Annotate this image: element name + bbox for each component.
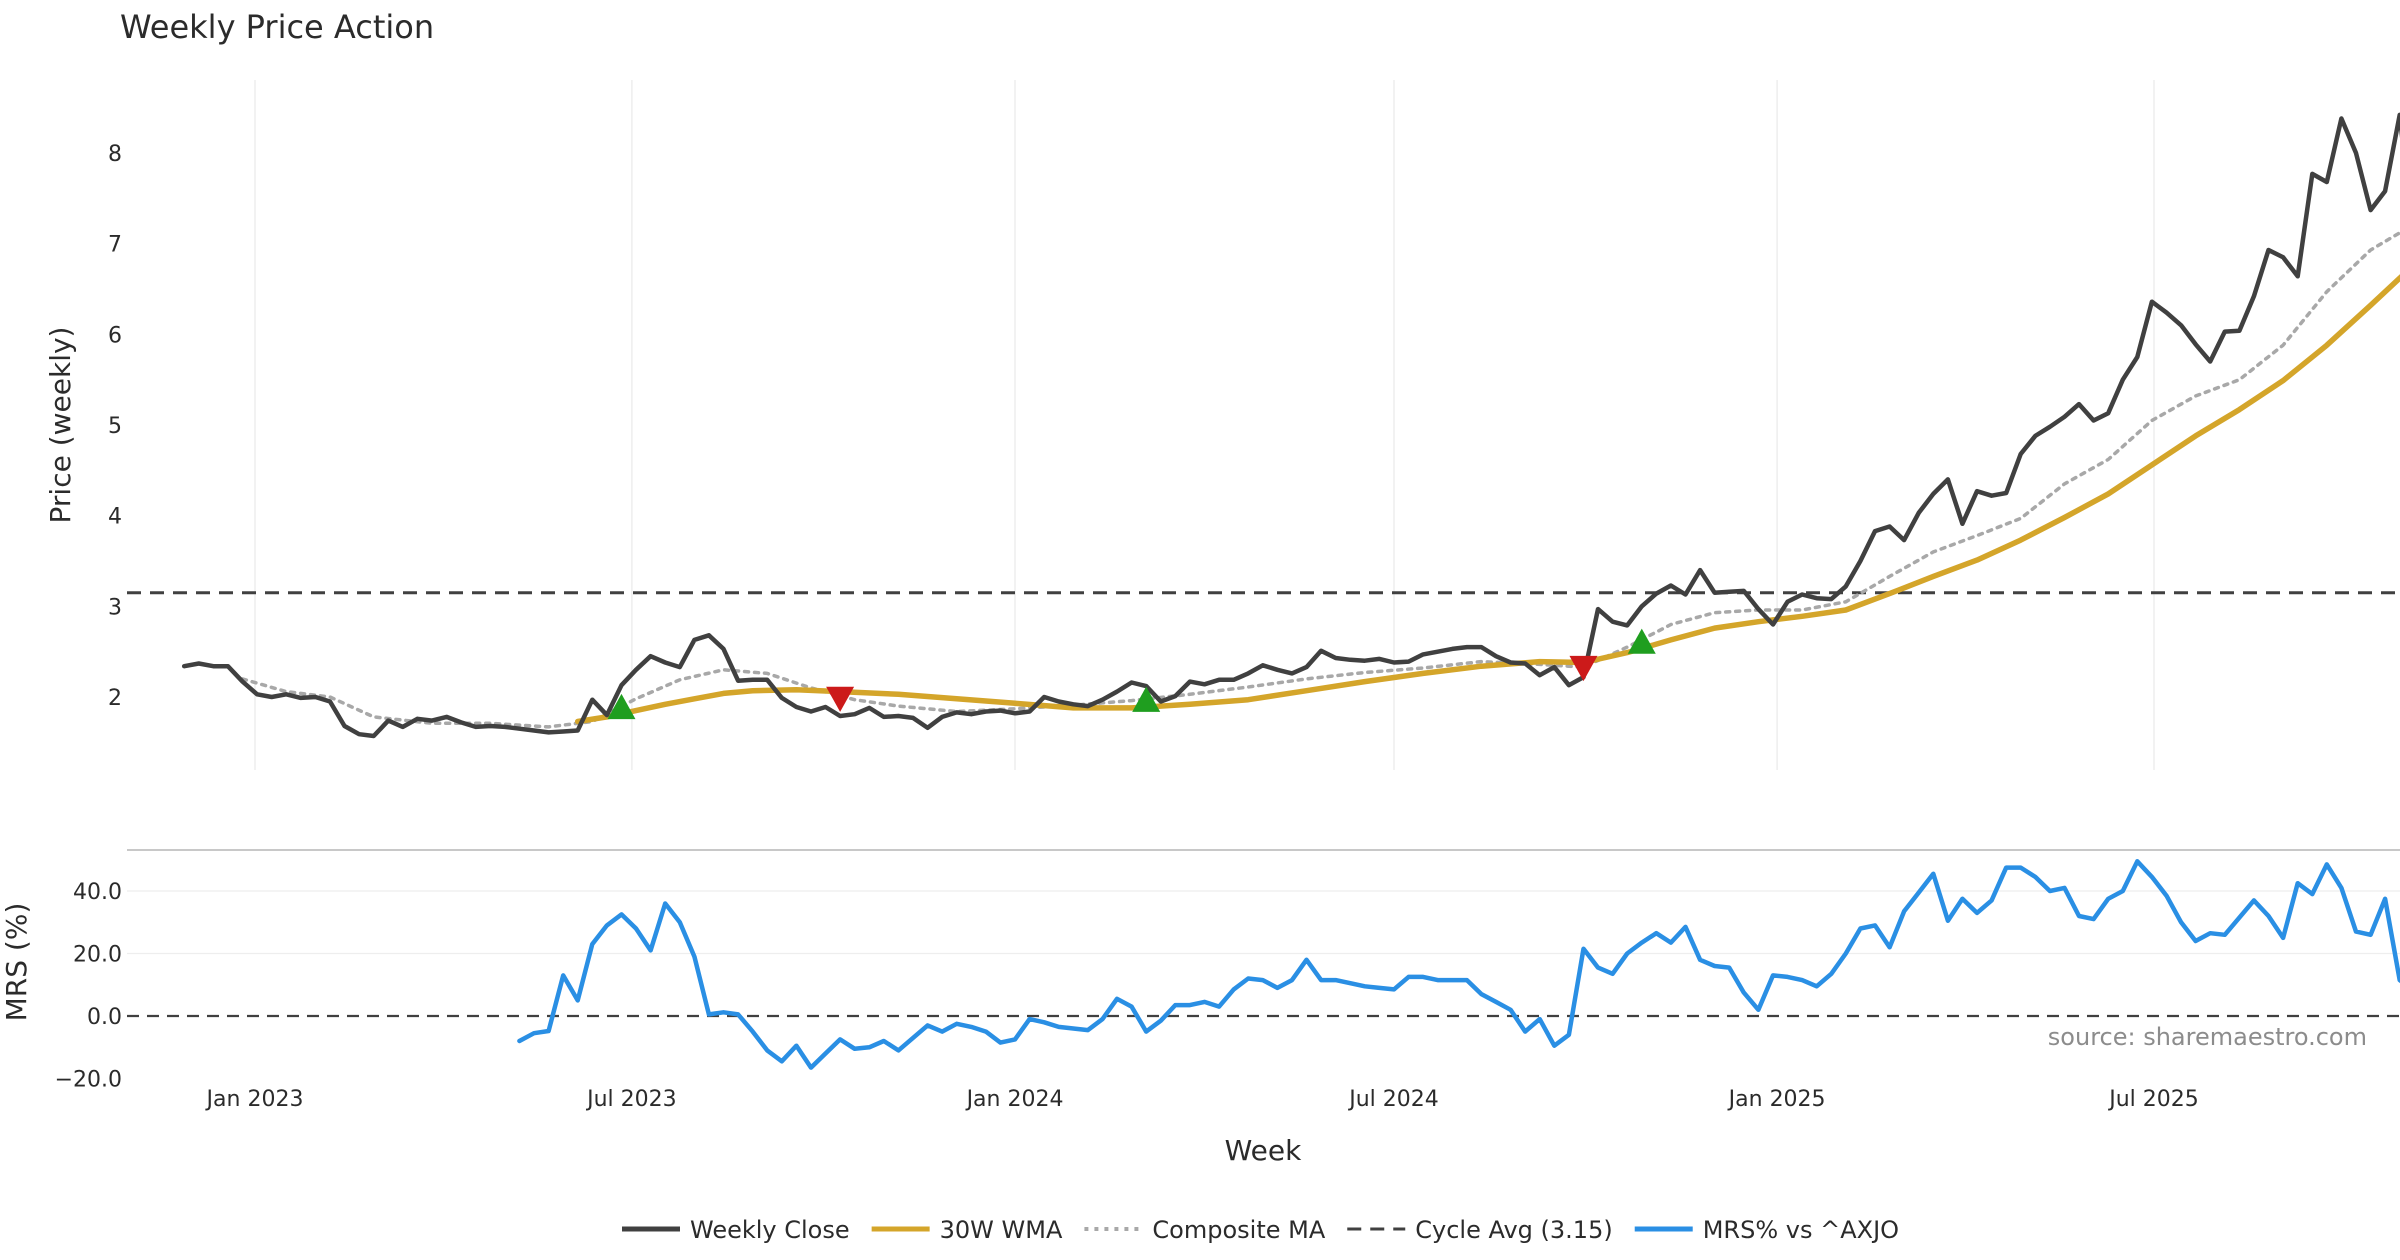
- legend-item-0: Weekly Close: [622, 1216, 850, 1244]
- legend-label-0: Weekly Close: [690, 1216, 850, 1244]
- buy-marker-0: [607, 693, 636, 720]
- x-ticks: Jan 2023 Jul 2023 Jan 2024 Jul 2024 Jan 2025…: [205, 1087, 2199, 1112]
- price-y-tick-label-5: 7: [108, 233, 122, 258]
- price-y-tick-label-0: 2: [108, 686, 122, 711]
- legend: Weekly Close 30W WMA Composite MA Cycle Avg…: [622, 1216, 1899, 1244]
- legend-label-2: Composite MA: [1152, 1216, 1325, 1244]
- mrs-y-tick-label-3: −20.0: [55, 1068, 122, 1093]
- price-y-axis-label: Price (weekly): [44, 327, 77, 524]
- mrs-plot-area: [127, 859, 2400, 1070]
- legend-label-3: Cycle Avg (3.15): [1415, 1216, 1612, 1244]
- price-y-tick-label-4: 6: [108, 323, 122, 348]
- price-y-ticks: 2 3 4 5 6 7 8: [108, 142, 122, 711]
- x-tick-label-3: Jul 2024: [1347, 1087, 1439, 1112]
- legend-label-4: MRS% vs ^AXJO: [1703, 1216, 1899, 1244]
- mrs-y-tick-label-2: 0.0: [87, 1005, 122, 1030]
- buy-marker-4: [1627, 628, 1656, 654]
- legend-item-1: 30W WMA: [871, 1216, 1063, 1244]
- price-y-tick-label-3: 5: [108, 414, 122, 439]
- legend-item-3: Cycle Avg (3.15): [1347, 1216, 1613, 1244]
- legend-label-1: 30W WMA: [940, 1216, 1063, 1244]
- chart-title: Weekly Price Action: [120, 8, 434, 46]
- wma-line: [574, 274, 2400, 725]
- x-tick-label-1: Jul 2023: [585, 1087, 677, 1112]
- legend-item-2: Composite MA: [1084, 1216, 1326, 1244]
- price-y-tick-label-2: 4: [108, 505, 122, 530]
- price-y-tick-label-6: 8: [108, 142, 122, 167]
- x-axis-label: Week: [1225, 1134, 1302, 1167]
- mrs-y-tick-label-0: 40.0: [73, 880, 122, 905]
- x-tick-label-5: Jul 2025: [2107, 1087, 2199, 1112]
- legend-item-4: MRS% vs ^AXJO: [1634, 1216, 1899, 1244]
- x-tick-label-4: Jan 2025: [1727, 1087, 1826, 1112]
- source-annotation: source: sharemaestro.com: [2048, 1023, 2367, 1051]
- buy-marker-2: [1132, 686, 1161, 712]
- vertical-grid: [254, 80, 2155, 770]
- price-plot-area: [127, 112, 2400, 739]
- composite-ma-line: [240, 231, 2400, 729]
- mrs-y-ticks: 40.0 20.0 0.0 −20.0: [55, 880, 2400, 1093]
- price-series-group: [127, 112, 2400, 739]
- weekly-close-line: [181, 112, 2400, 739]
- mrs-y-axis-label: MRS (%): [0, 903, 33, 1022]
- sell-marker-3: [1569, 655, 1598, 682]
- mrs-line: [517, 859, 2400, 1070]
- x-tick-label-0: Jan 2023: [205, 1087, 304, 1112]
- x-tick-label-2: Jan 2024: [965, 1087, 1064, 1112]
- price-y-tick-label-1: 3: [108, 595, 122, 620]
- sell-marker-1: [826, 686, 855, 712]
- mrs-y-tick-label-1: 20.0: [73, 943, 122, 968]
